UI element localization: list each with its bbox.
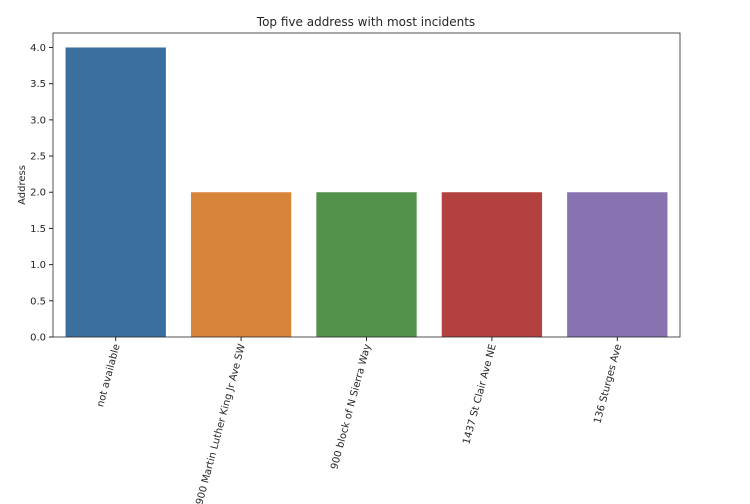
bar-3 bbox=[441, 192, 543, 337]
x-tick-label-4: 136 Sturges Ave bbox=[592, 343, 624, 425]
y-tick-label-2: 1.0 bbox=[30, 260, 46, 271]
bar-2 bbox=[316, 192, 417, 337]
y-axis-label: Address bbox=[17, 165, 28, 205]
x-tick-label-1: 3900 Martin Luther King Jr Ave SW bbox=[193, 343, 248, 504]
plot-area: 0.0 0.5 1.0 1.5 2.0 2.5 3.0 3.5 4.0 not available… bbox=[30, 32, 681, 504]
y-tick-label-5: 2.5 bbox=[30, 152, 46, 163]
bar-1 bbox=[190, 192, 292, 337]
bar-4 bbox=[567, 192, 668, 337]
x-tick-label-2: 900 block of N Sierra Way bbox=[329, 343, 373, 471]
y-tick-label-1: 0.5 bbox=[30, 296, 46, 307]
x-tick-label-3: 1437 St Clair Ave NE bbox=[461, 343, 498, 446]
x-tick-label-0: not available bbox=[95, 343, 122, 408]
y-tick-label-3: 1.5 bbox=[30, 224, 46, 235]
y-tick-label-7: 3.5 bbox=[30, 79, 46, 90]
plot-frame bbox=[52, 32, 681, 338]
y-tick-label-4: 2.0 bbox=[30, 188, 46, 199]
y-tick-label-6: 3.0 bbox=[30, 115, 46, 126]
bar-0 bbox=[65, 47, 166, 337]
y-tick-label-8: 4.0 bbox=[30, 43, 46, 54]
y-tick-label-0: 0.0 bbox=[30, 333, 46, 344]
chart-title: Top five address with most incidents bbox=[256, 15, 475, 29]
